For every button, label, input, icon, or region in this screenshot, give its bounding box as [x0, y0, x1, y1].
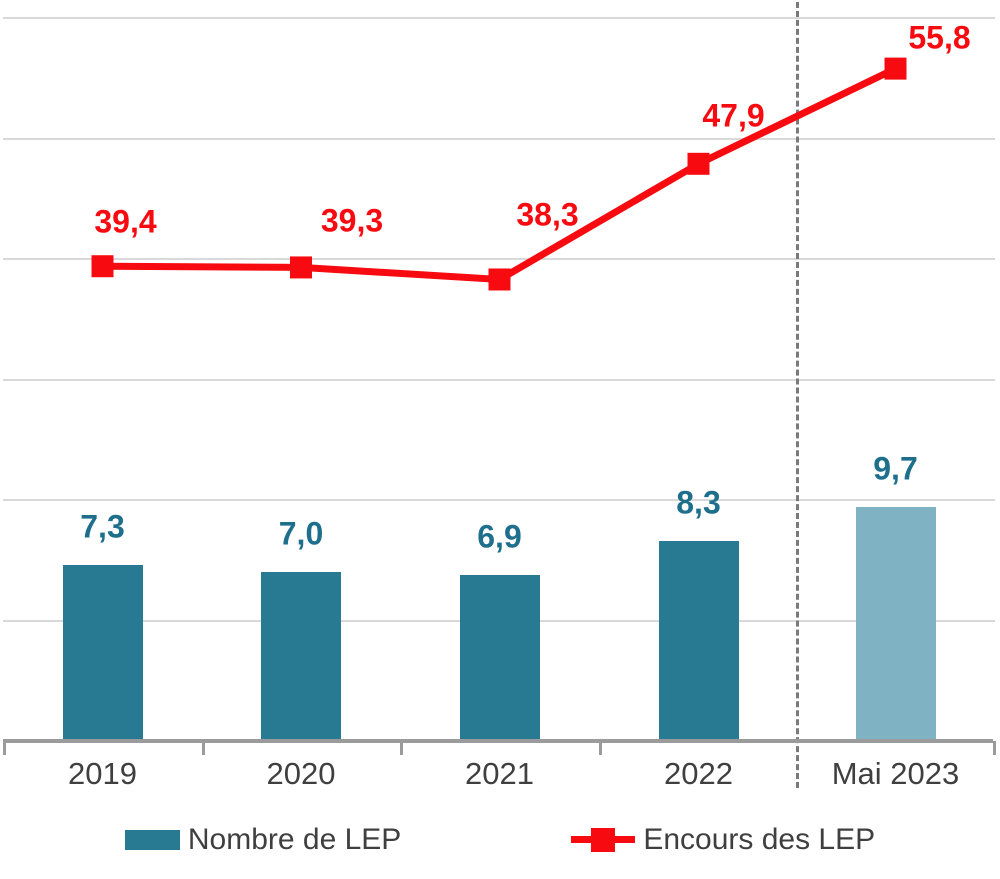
line-marker-2021	[488, 268, 511, 291]
line-value-label-2020: 39,3	[320, 202, 384, 239]
line-value-label-2019: 39,4	[94, 203, 157, 240]
gridline	[3, 137, 995, 140]
gridline	[3, 17, 995, 19]
gridline	[3, 499, 995, 501]
bar-2020	[261, 572, 341, 741]
encours-line-path	[102, 65, 898, 284]
x-axis-line	[3, 739, 993, 743]
x-axis-tick	[3, 741, 6, 755]
bar-value-label-2021: 6,9	[477, 518, 522, 555]
x-axis-tick	[400, 741, 403, 755]
x-axis-label-2022: 2022	[664, 756, 733, 791]
x-axis-label-2019: 2019	[68, 756, 137, 791]
x-axis-label-mai-2023: Mai 2023	[831, 756, 960, 791]
bar-mai-2023	[855, 507, 936, 741]
legend-item-encours-des-lep: Encours des LEP	[571, 822, 875, 858]
line-marker-2019	[91, 255, 114, 278]
line-swatch-square	[591, 828, 616, 852]
x-axis-tick	[993, 741, 996, 755]
legend-label-encours-des-lep: Encours des LEP	[643, 823, 876, 856]
legend: Nombre de LEP Encours des LEP	[0, 822, 1000, 858]
line-marker-mai-2023	[884, 57, 907, 80]
bar-value-label-2019: 7,3	[80, 508, 125, 545]
x-axis-label-2020: 2020	[266, 756, 336, 791]
gridline	[3, 258, 995, 260]
line-series-marker-icon	[571, 828, 636, 852]
bar-series-swatch	[124, 830, 180, 850]
gridline	[3, 378, 995, 381]
bar-value-label-2022: 8,3	[676, 484, 721, 521]
forecast-separator-line	[796, 2, 799, 788]
line-marker-2022	[687, 152, 710, 175]
x-axis-tick	[202, 741, 205, 755]
legend-label-nombre-de-lep: Nombre de LEP	[187, 823, 402, 856]
x-axis-tick	[599, 741, 602, 755]
line-value-label-2021: 38,3	[516, 196, 579, 233]
bar-2021	[459, 574, 540, 741]
bar-value-label-mai-2023: 9,7	[873, 450, 918, 487]
bar-2019	[62, 565, 143, 741]
legend-item-nombre-de-lep: Nombre de LEP	[124, 822, 402, 858]
bar-2022	[658, 540, 739, 741]
bar-value-label-2020: 7,0	[278, 515, 324, 552]
line-value-label-mai-2023: 55,8	[908, 19, 971, 56]
line-marker-2020	[290, 256, 312, 279]
x-axis-label-2021: 2021	[465, 756, 534, 791]
line-value-label-2022: 47,9	[702, 97, 765, 134]
